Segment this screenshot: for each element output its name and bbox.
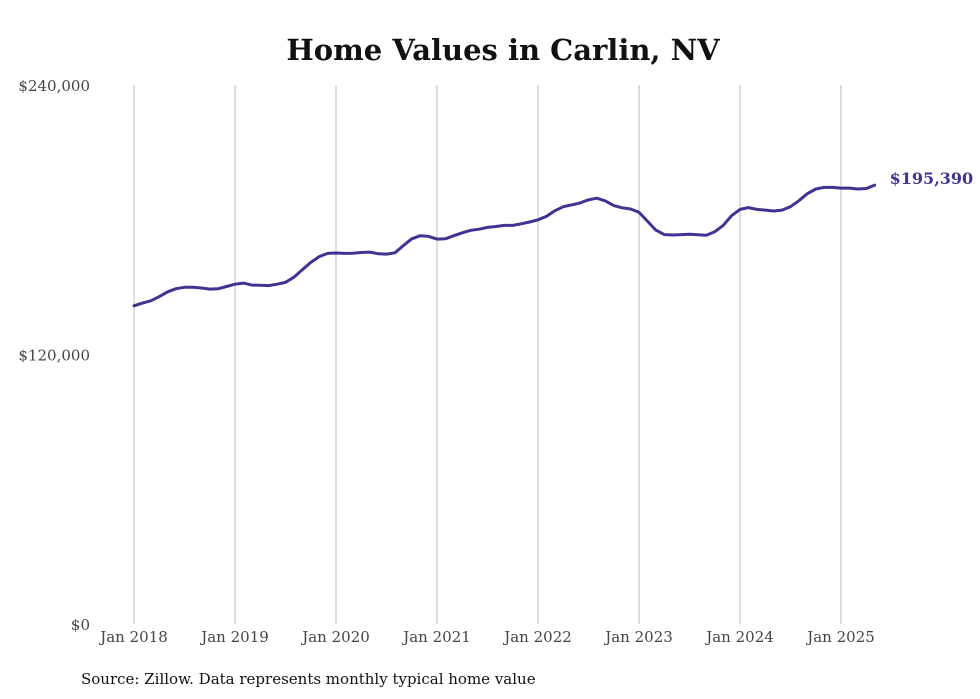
x-tick-label: Jan 2025 (805, 628, 875, 646)
x-tick-label: Jan 2024 (704, 628, 774, 646)
home-value-line (132, 183, 877, 308)
y-tick-label: $0 (71, 616, 90, 634)
x-tick-label: Jan 2023 (603, 628, 673, 646)
y-tick-label: $120,000 (18, 347, 90, 365)
latest-value-label: $195,390 (890, 169, 974, 188)
x-axis-tick-labels: Jan 2018 Jan 2019 Jan 2020 Jan 2021 Jan 2022… (98, 628, 875, 646)
chart-title: Home Values in Carlin, NV (286, 33, 720, 67)
x-tick-label: Jan 2020 (300, 628, 370, 646)
x-tick-label: Jan 2019 (199, 628, 269, 646)
y-axis-tick-labels: $0 $120,000 $240,000 (18, 77, 90, 634)
y-tick-label: $240,000 (18, 77, 90, 95)
gridlines (133, 85, 842, 624)
x-tick-label: Jan 2022 (502, 628, 572, 646)
x-tick-label: Jan 2018 (98, 628, 168, 646)
source-note: Source: Zillow. Data represents monthly … (81, 670, 536, 688)
x-tick-label: Jan 2021 (401, 628, 471, 646)
